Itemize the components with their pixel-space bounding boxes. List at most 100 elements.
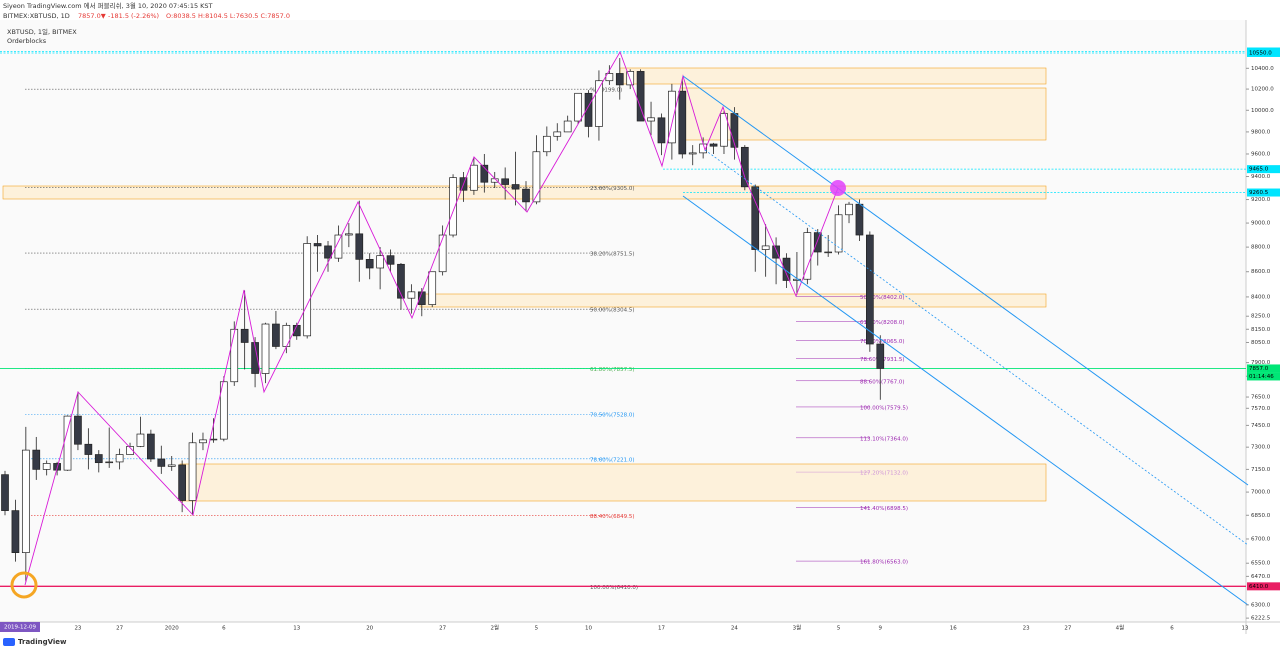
price-badge: [1247, 48, 1280, 57]
y-tick-label: 9400.0: [1251, 174, 1271, 180]
logo: TradingView: [18, 638, 67, 646]
candle-body: [522, 188, 530, 203]
x-tick-label: 27: [439, 626, 446, 632]
candle-body: [553, 131, 562, 137]
candle-body: [668, 90, 676, 144]
candle-body: [501, 178, 510, 185]
candle-body: [834, 214, 843, 253]
countdown: 01:14:46: [1249, 374, 1274, 380]
y-tick-label: 10200.0: [1251, 87, 1274, 93]
candle-body: [511, 184, 520, 190]
y-tick-label: 8250.0: [1251, 314, 1271, 320]
candle-body: [365, 259, 374, 269]
logo-icon: [3, 638, 15, 646]
fib-label: 38.20%(8751.5): [590, 252, 635, 258]
x-tick-label: 23: [1023, 626, 1030, 632]
candle-body: [772, 245, 780, 259]
candle-body: [272, 323, 280, 347]
marker-circle: [10, 571, 38, 599]
marker-dot: [830, 180, 846, 196]
candle-body: [647, 117, 655, 122]
cursor-date: 2019-12-09: [4, 625, 36, 631]
price-badge-label: 10550.0: [1249, 50, 1272, 56]
candle-body: [751, 186, 760, 250]
candle-body: [188, 442, 197, 501]
candle-body: [167, 464, 176, 467]
candle-body: [11, 510, 20, 553]
candle-body: [63, 415, 72, 471]
y-tick-label: 7450.0: [1251, 423, 1271, 429]
fib-label: 23.60%(9305.0): [590, 186, 635, 192]
y-tick-label: 9000.0: [1251, 221, 1271, 227]
x-tick-label: 13: [1241, 626, 1248, 632]
candle-body: [21, 449, 30, 553]
candle-body: [313, 243, 322, 247]
candle-body: [636, 71, 645, 122]
zone: [419, 293, 1047, 308]
y-tick-label: 6550.0: [1251, 561, 1271, 567]
x-tick-label: 4월: [1116, 624, 1125, 632]
y-tick-label: 7900.0: [1251, 360, 1271, 366]
y-tick-label: 10000.0: [1251, 108, 1274, 114]
price-lines: [0, 51, 1246, 588]
y-tick-label: 8600.0: [1251, 269, 1271, 275]
ohlc: O:8038.5 H:8104.5 L:7630.5 C:7857.0: [166, 12, 290, 20]
candle-body: [199, 439, 207, 444]
candle-body: [470, 164, 478, 191]
candle-body: [376, 255, 384, 269]
channel-line: [682, 195, 1249, 606]
candle-body: [115, 454, 124, 463]
x-tick-label: 3월: [793, 624, 802, 632]
candle-body: [94, 454, 103, 464]
fib-label: 50.00%(8304.5): [590, 308, 635, 314]
candle-body: [407, 291, 416, 299]
price-badge-label: 7857.0: [1249, 366, 1269, 372]
candle-body: [657, 117, 666, 144]
candle-body: [615, 73, 624, 86]
y-tick-label: 7150.0: [1251, 467, 1271, 473]
cursor-date-badge: [0, 622, 40, 632]
price-badge: [1247, 364, 1280, 373]
candle-body: [397, 263, 405, 299]
candle-body: [480, 164, 489, 183]
candle-body: [334, 234, 343, 259]
candle-body: [866, 234, 874, 345]
candle-body: [303, 243, 312, 337]
candle-body: [324, 245, 332, 259]
candle-body: [813, 232, 822, 253]
candle-body: [219, 381, 228, 440]
channel-line: [682, 75, 1249, 486]
y-tick-label: 6850.0: [1251, 513, 1271, 519]
zone: [619, 67, 1047, 85]
candle-body: [793, 278, 801, 281]
x-tick-label: 24: [731, 626, 738, 632]
chart-title: XBTUSD, 1일, BITMEX: [7, 27, 77, 36]
candle-body: [42, 463, 51, 470]
change: -181.5 (-2.26%): [108, 12, 159, 20]
candle-body: [428, 271, 437, 305]
y-tick-label: 9200.0: [1251, 197, 1271, 203]
price-badge: [1247, 582, 1280, 591]
candle-body: [345, 233, 353, 236]
fib-label: 70.50%(7528.0): [590, 413, 635, 419]
x-tick-label: 5: [837, 626, 841, 632]
publisher: Siyeon TradingView.com 에서 퍼블리쉬, 3월 10, 2…: [3, 1, 213, 10]
y-tick-label: 7000.0: [1251, 490, 1271, 496]
candle-body: [824, 251, 833, 254]
x-tick-label: 6: [222, 626, 226, 632]
fib-label: 100.00%(7579.5): [860, 405, 908, 411]
fib-label: %(10199.0): [590, 88, 622, 94]
fib-label: 100.00%(6410.0): [590, 585, 638, 591]
y-tick-label: 7570.0: [1251, 406, 1271, 412]
candle-body: [761, 245, 770, 250]
candle-body: [84, 443, 93, 455]
candle-body: [449, 177, 457, 236]
fib-label: 50.00%(8402.0): [860, 295, 905, 301]
fib-label: 161.80%(6563.0): [860, 560, 908, 566]
drawings: [10, 50, 1249, 606]
price-badge-label: 9465.0: [1249, 167, 1269, 173]
fib-label: 88.60%(7767.0): [860, 379, 905, 385]
y-tick-label: 9600.0: [1251, 151, 1271, 157]
candle-body: [209, 438, 218, 441]
